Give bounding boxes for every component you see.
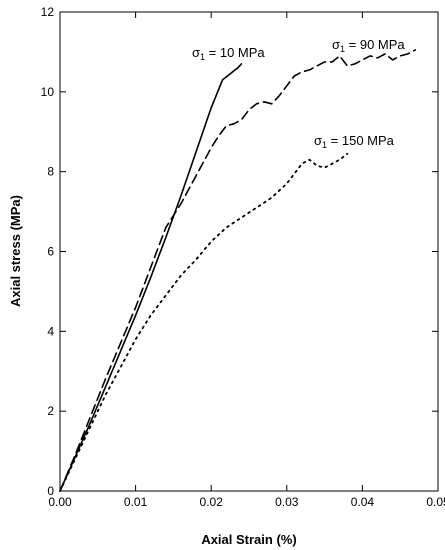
annotation-layer: σ1 = 10 MPa σ1 = 90 MPa σ1 = 150 MPa [192, 37, 405, 150]
x-tick-label: 0.00 [48, 495, 72, 509]
x-tick-label: 0.03 [275, 495, 299, 509]
x-tick-label: 0.01 [124, 495, 148, 509]
series-line-90mpa [59, 49, 417, 492]
annotation-10mpa: σ1 = 10 MPa [192, 45, 265, 62]
plot-frame [59, 11, 439, 492]
y-tick-label: 8 [47, 165, 54, 179]
y-axis-title: Axial stress (MPa) [8, 195, 23, 307]
y-tick-label: 2 [47, 404, 54, 418]
x-tick-label: 0.05 [426, 495, 445, 509]
y-axis-ticks: 0 2 4 6 8 10 12 [41, 5, 438, 498]
x-axis-title: Axial Strain (%) [201, 532, 296, 547]
x-tick-label: 0.04 [351, 495, 375, 509]
y-tick-label: 4 [47, 324, 54, 338]
y-tick-label: 10 [41, 85, 55, 99]
y-tick-label: 12 [41, 5, 55, 19]
series-line-150mpa [59, 152, 349, 492]
x-axis-ticks: 0.00 0.01 0.02 0.03 0.04 0.05 [48, 12, 445, 509]
annotation-150mpa: σ1 = 150 MPa [314, 133, 395, 150]
y-tick-label: 0 [47, 484, 54, 498]
annotation-90mpa: σ1 = 90 MPa [332, 37, 405, 54]
x-tick-label: 0.02 [200, 495, 224, 509]
series-line-10mpa [59, 63, 243, 492]
series-layer [59, 49, 417, 492]
y-tick-label: 6 [47, 245, 54, 259]
